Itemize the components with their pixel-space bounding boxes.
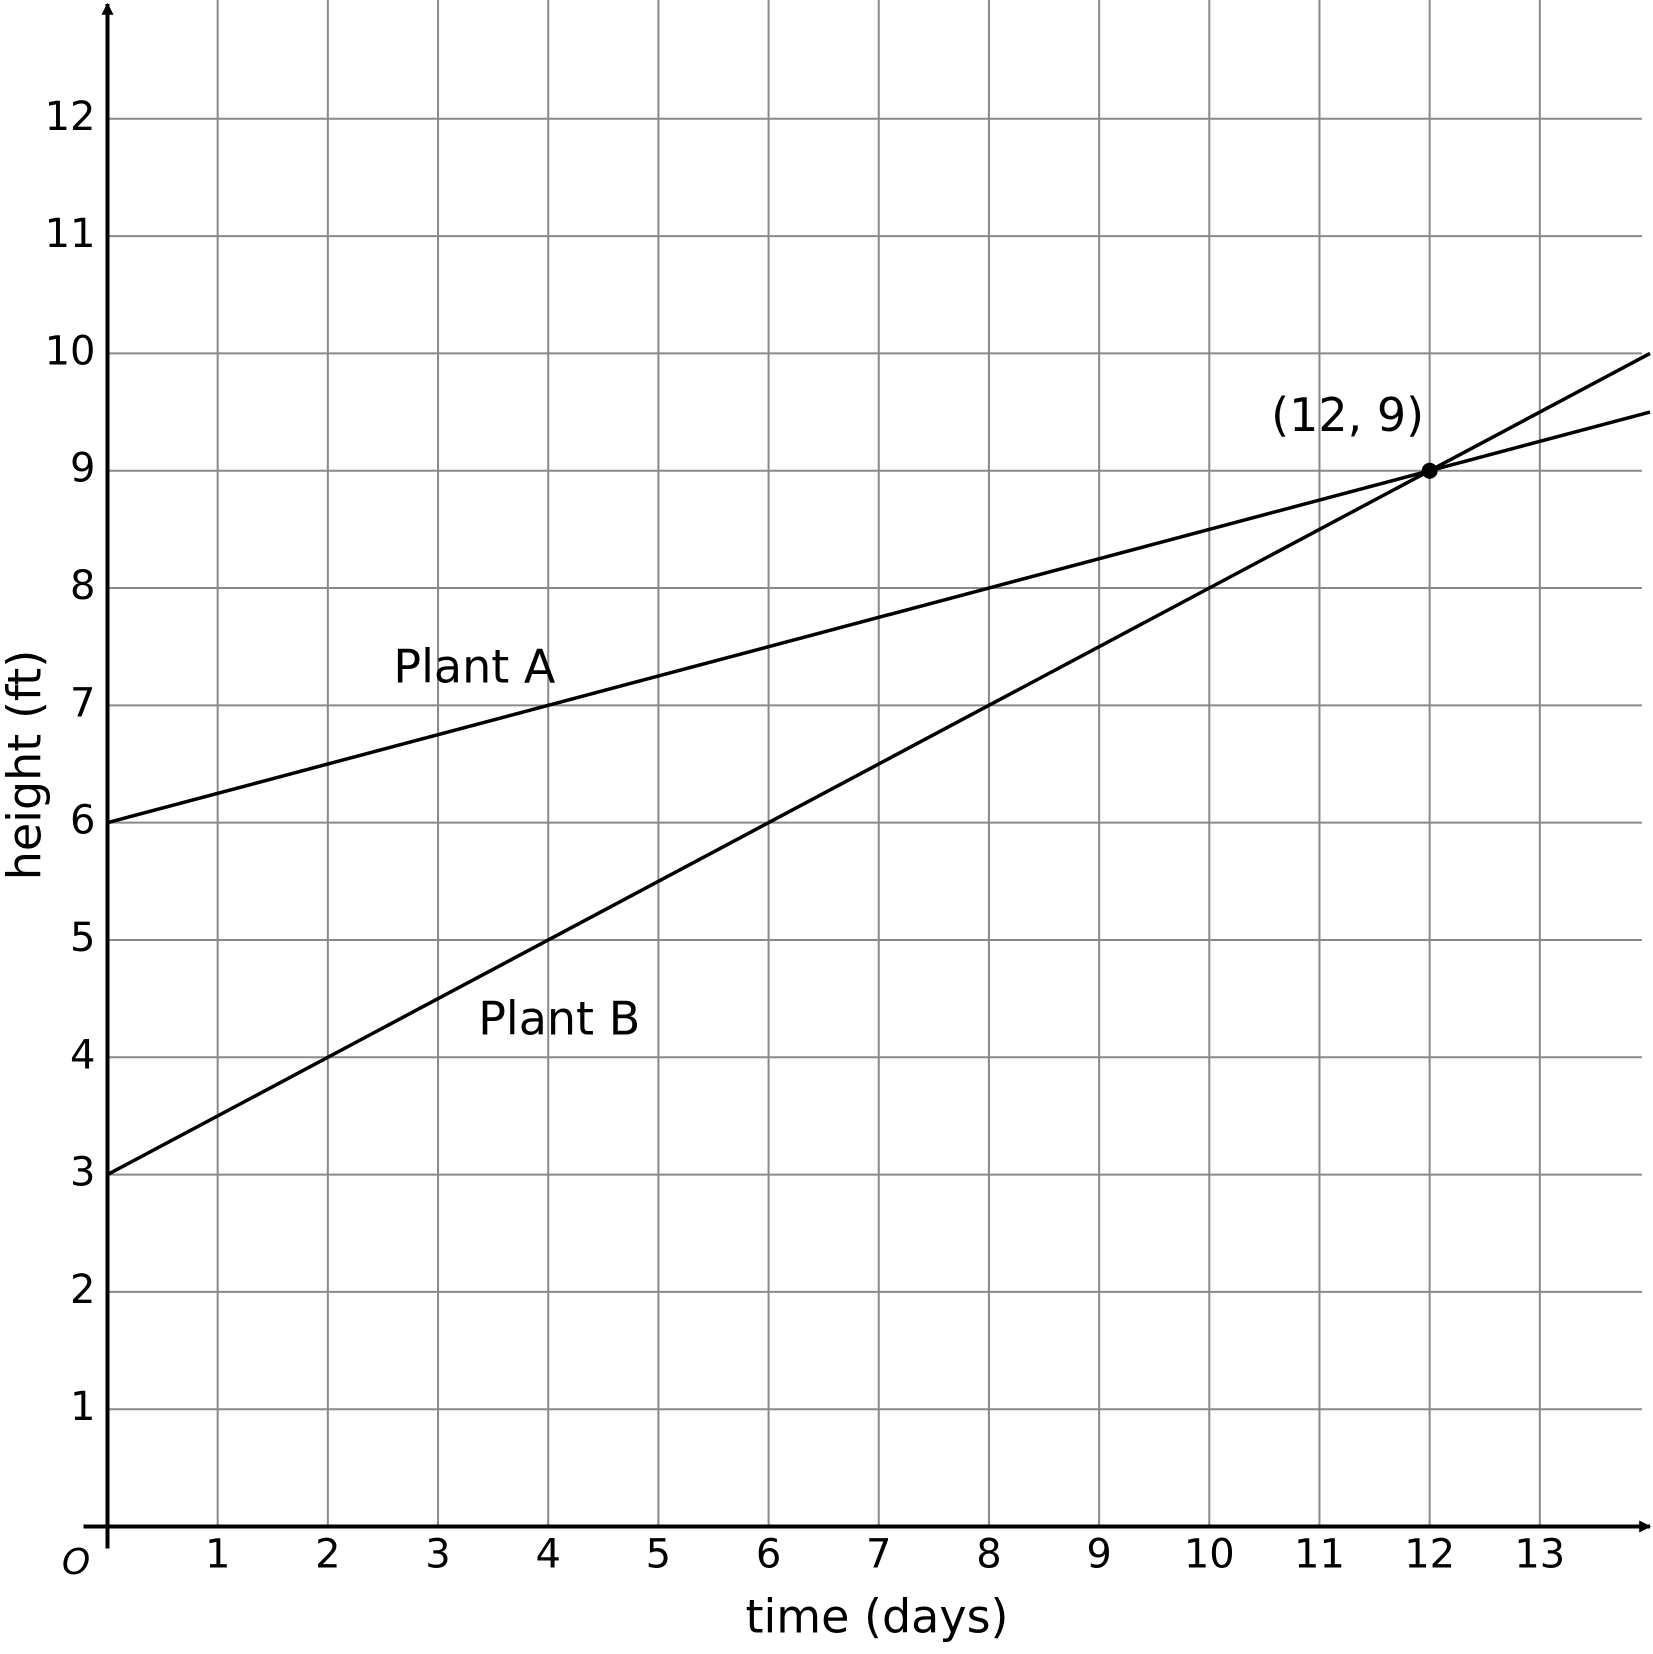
plot-area (106, 351, 1651, 1177)
x-tick-label: 7 (866, 1532, 891, 1578)
series-line (107, 410, 1651, 825)
series-line (106, 351, 1651, 1177)
y-tick-label: 11 (45, 211, 96, 257)
x-tick-label: 10 (1184, 1532, 1235, 1578)
x-tick-label: 11 (1294, 1532, 1345, 1578)
y-tick-label: 1 (70, 1384, 95, 1430)
series-label: Plant B (478, 992, 640, 1046)
y-tick-label: 7 (70, 680, 95, 726)
x-tick-label: 5 (646, 1532, 671, 1578)
x-tick-label: 4 (535, 1532, 560, 1578)
y-tick-label: 4 (70, 1032, 95, 1078)
grid (107, 0, 1642, 1527)
y-tick-label: 12 (45, 94, 96, 140)
x-tick-label: 1 (205, 1532, 230, 1578)
y-tick-label: 3 (70, 1150, 95, 1196)
x-tick-label: 13 (1514, 1532, 1565, 1578)
x-tick-label: 12 (1404, 1532, 1455, 1578)
y-tick-label: 8 (70, 563, 95, 609)
y-tick-label: 9 (70, 446, 95, 492)
x-tick-label: 9 (1086, 1532, 1111, 1578)
y-tick-label: 2 (70, 1267, 95, 1313)
x-tick-label: 3 (425, 1532, 450, 1578)
y-axis-label: height (ft) (0, 650, 52, 881)
intersection-point (1421, 462, 1438, 479)
x-tick-label: 8 (976, 1532, 1001, 1578)
y-tick-label: 5 (70, 915, 95, 961)
origin-label: O (62, 1542, 90, 1583)
x-tick-label: 2 (315, 1532, 340, 1578)
series-label: Plant A (393, 640, 556, 694)
point-annotation: (12, 9) (1271, 388, 1424, 442)
x-tick-label: 6 (756, 1532, 781, 1578)
y-tick-label: 6 (70, 798, 95, 844)
x-axis-label: time (days) (745, 1590, 1008, 1644)
y-tick-label: 10 (45, 328, 96, 374)
